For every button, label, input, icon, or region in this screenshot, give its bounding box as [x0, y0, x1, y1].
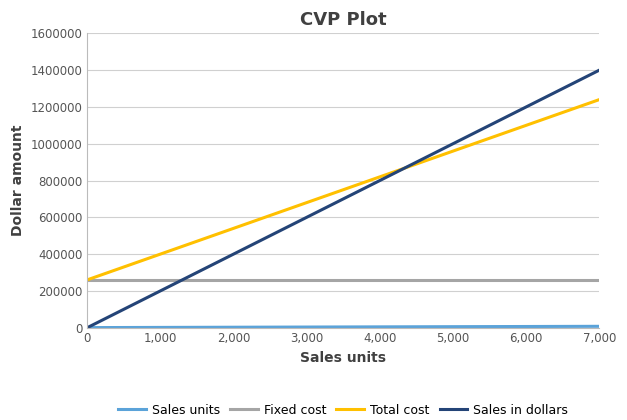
Sales units — [522, 324, 530, 329]
Sales in dollars — [449, 141, 456, 146]
Sales units — [157, 325, 164, 330]
Fixed cost — [303, 277, 310, 282]
Sales in dollars — [596, 68, 603, 73]
Fixed cost — [157, 277, 164, 282]
Y-axis label: Dollar amount: Dollar amount — [11, 125, 25, 236]
Total cost — [449, 149, 456, 154]
Title: CVP Plot: CVP Plot — [300, 11, 387, 29]
Sales in dollars — [303, 215, 310, 220]
Fixed cost — [522, 277, 530, 282]
Line: Sales in dollars: Sales in dollars — [87, 70, 599, 328]
Sales units — [230, 325, 238, 330]
X-axis label: Sales units: Sales units — [300, 351, 386, 365]
Fixed cost — [449, 277, 456, 282]
Sales units — [376, 324, 384, 329]
Line: Sales units: Sales units — [87, 326, 599, 328]
Total cost — [230, 226, 238, 231]
Fixed cost — [230, 277, 238, 282]
Sales units — [303, 325, 310, 330]
Legend: Sales units, Fixed cost, Total cost, Sales in dollars: Sales units, Fixed cost, Total cost, Sal… — [113, 399, 573, 420]
Sales units — [83, 325, 91, 330]
Line: Total cost: Total cost — [87, 100, 599, 280]
Fixed cost — [376, 277, 384, 282]
Sales in dollars — [522, 105, 530, 110]
Sales in dollars — [157, 288, 164, 293]
Sales in dollars — [83, 325, 91, 330]
Total cost — [303, 200, 310, 205]
Total cost — [522, 123, 530, 128]
Sales units — [449, 324, 456, 329]
Total cost — [376, 174, 384, 179]
Total cost — [83, 277, 91, 282]
Sales units — [596, 324, 603, 329]
Sales in dollars — [230, 252, 238, 257]
Total cost — [157, 252, 164, 257]
Fixed cost — [83, 277, 91, 282]
Sales in dollars — [376, 178, 384, 183]
Total cost — [596, 97, 603, 102]
Fixed cost — [596, 277, 603, 282]
